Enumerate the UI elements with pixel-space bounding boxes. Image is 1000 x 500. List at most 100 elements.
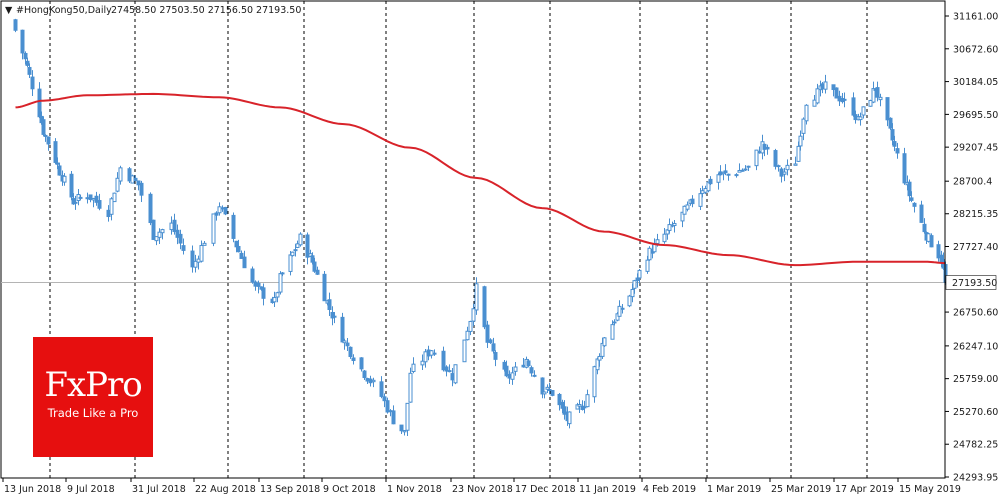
candle-body — [290, 251, 295, 257]
candle-body — [97, 200, 102, 209]
candle-body — [726, 173, 731, 176]
candle-body — [411, 363, 416, 372]
candle-body — [272, 297, 277, 303]
candle-body — [526, 360, 531, 367]
candle-body — [322, 273, 327, 302]
candle-body — [690, 198, 695, 205]
candle-body — [382, 396, 387, 402]
candle — [382, 393, 387, 408]
candle-body — [936, 244, 941, 259]
candle — [482, 285, 487, 330]
candle-body — [127, 168, 132, 182]
candle-body — [94, 195, 99, 203]
candle-body — [485, 324, 490, 343]
candle — [295, 240, 300, 249]
candle — [532, 370, 537, 378]
y-tick-label: 28700.4 — [953, 177, 992, 188]
x-tick-label: 11 Jan 2019 — [579, 484, 636, 495]
candle — [239, 250, 244, 259]
candle-body — [405, 402, 410, 431]
candle — [290, 251, 295, 257]
candle — [379, 376, 384, 399]
candle — [20, 29, 25, 60]
candle-body — [708, 178, 713, 185]
candle — [385, 397, 390, 414]
candle-body — [909, 197, 914, 201]
candle-body — [385, 400, 390, 413]
candle-body — [242, 256, 247, 269]
candle — [465, 326, 470, 341]
candle-body — [801, 118, 806, 134]
x-tick-label: 13 Sep 2018 — [260, 484, 320, 495]
candle — [861, 106, 866, 119]
candle-body — [798, 135, 803, 147]
candle-body — [391, 410, 396, 425]
candle — [746, 165, 751, 171]
candle — [875, 81, 880, 102]
candle-body — [261, 287, 266, 299]
candle-body — [796, 145, 801, 162]
candle-body — [513, 366, 518, 372]
candle — [359, 357, 364, 372]
candle — [30, 70, 35, 96]
candle — [504, 360, 509, 378]
candle-body — [57, 165, 62, 176]
candle-body — [275, 292, 280, 298]
collapse-arrow-icon[interactable]: ▼ — [5, 5, 13, 16]
candle-body — [765, 146, 770, 150]
candle — [88, 194, 93, 203]
candle-body — [716, 174, 721, 183]
candle-body — [447, 370, 452, 373]
candle-body — [912, 202, 917, 207]
candle — [441, 346, 446, 372]
candle-body — [815, 88, 820, 104]
candle-body — [585, 394, 590, 408]
candle-body — [762, 143, 767, 150]
x-tick-label: 13 Jun 2018 — [4, 484, 61, 495]
candle — [617, 300, 622, 317]
candle-body — [62, 175, 67, 183]
candle — [647, 246, 652, 261]
candle-body — [231, 214, 236, 239]
candle-body — [793, 163, 798, 166]
candle-body — [190, 250, 195, 268]
candle-body — [239, 252, 244, 259]
candle — [815, 83, 820, 105]
candle — [160, 228, 165, 240]
candle-body — [610, 324, 615, 340]
candle — [78, 195, 83, 201]
candle-body — [288, 254, 293, 272]
candle-body — [557, 393, 562, 406]
candle — [432, 349, 437, 356]
candle-body — [151, 219, 156, 240]
candle-body — [888, 117, 893, 129]
candle-body — [312, 261, 317, 272]
candle-body — [441, 350, 446, 371]
candle-body — [612, 321, 617, 324]
candle-body — [423, 351, 428, 363]
candle-body — [55, 162, 60, 165]
candle-body — [199, 245, 204, 262]
candle-body — [851, 97, 856, 116]
candle-body — [23, 52, 28, 60]
candle-body — [41, 119, 46, 135]
candle-body — [256, 282, 261, 287]
x-tick-label: 22 Aug 2018 — [195, 484, 256, 495]
candle — [929, 233, 934, 248]
candle-body — [340, 316, 345, 343]
candle — [632, 279, 637, 294]
candle — [801, 117, 806, 141]
candle — [94, 191, 99, 206]
candle — [181, 238, 186, 255]
y-tick-label: 24782.25 — [953, 440, 998, 451]
candle — [888, 117, 893, 130]
candle — [223, 206, 228, 216]
candle — [513, 361, 518, 376]
candle-body — [542, 391, 547, 395]
candle — [41, 116, 46, 137]
candle-body — [332, 315, 337, 318]
candle-body — [181, 245, 186, 251]
x-tick-label: 9 Oct 2018 — [323, 484, 376, 495]
